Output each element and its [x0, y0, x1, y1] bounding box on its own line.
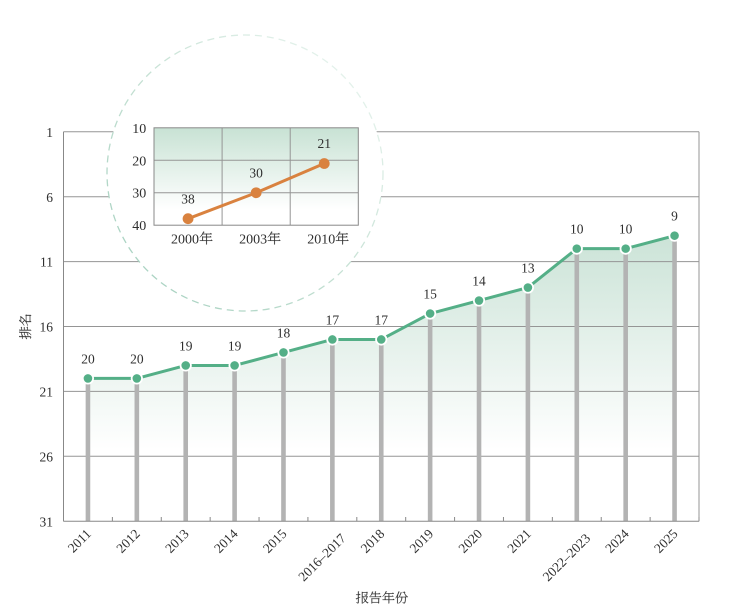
- svg-text:10: 10: [619, 222, 633, 237]
- svg-text:17: 17: [375, 312, 389, 327]
- svg-text:21: 21: [318, 136, 332, 151]
- svg-text:31: 31: [40, 514, 54, 529]
- svg-text:30: 30: [132, 187, 146, 202]
- svg-text:20: 20: [132, 154, 146, 169]
- svg-text:13: 13: [521, 261, 535, 276]
- svg-text:11: 11: [40, 255, 53, 270]
- svg-text:19: 19: [228, 338, 242, 353]
- svg-text:19: 19: [179, 338, 193, 353]
- svg-text:18: 18: [277, 325, 291, 340]
- svg-text:40: 40: [132, 219, 146, 234]
- svg-text:6: 6: [46, 190, 53, 205]
- svg-text:30: 30: [249, 165, 263, 180]
- svg-text:2003: 2003: [239, 233, 267, 248]
- svg-text:2010: 2010: [307, 233, 335, 248]
- svg-text:16: 16: [40, 320, 54, 335]
- svg-text:38: 38: [181, 191, 195, 206]
- svg-text:2000: 2000: [171, 233, 199, 248]
- svg-text:9: 9: [671, 209, 678, 224]
- svg-text:15: 15: [423, 287, 437, 302]
- svg-text:20: 20: [81, 351, 95, 366]
- svg-text:10: 10: [132, 122, 146, 137]
- svg-text:21: 21: [40, 385, 54, 400]
- svg-text:20: 20: [130, 351, 144, 366]
- svg-text:17: 17: [326, 312, 340, 327]
- svg-text:14: 14: [472, 274, 486, 289]
- svg-text:10: 10: [570, 222, 584, 237]
- svg-text:26: 26: [40, 449, 54, 464]
- svg-text:1: 1: [46, 125, 53, 140]
